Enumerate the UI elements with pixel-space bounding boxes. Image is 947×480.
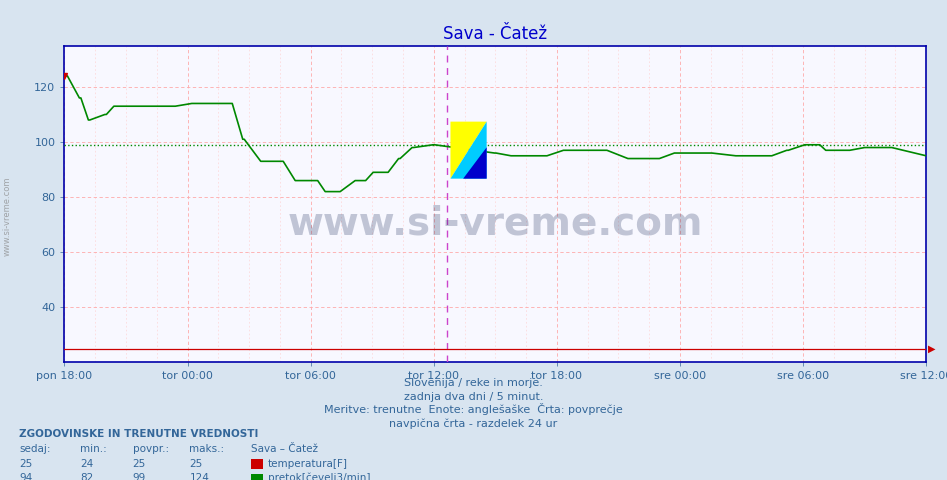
Text: temperatura[F]: temperatura[F]	[268, 458, 348, 468]
Text: www.si-vreme.com: www.si-vreme.com	[3, 176, 12, 256]
Text: povpr.:: povpr.:	[133, 444, 169, 454]
Text: 99: 99	[133, 473, 146, 480]
Text: Meritve: trenutne  Enote: anglešaške  Črta: povprečje: Meritve: trenutne Enote: anglešaške Črta…	[324, 403, 623, 415]
Text: maks.:: maks.:	[189, 444, 224, 454]
Polygon shape	[451, 121, 487, 179]
Text: zadnja dva dni / 5 minut.: zadnja dva dni / 5 minut.	[403, 392, 544, 402]
Text: pretok[čevelj3/min]: pretok[čevelj3/min]	[268, 472, 370, 480]
Text: Sava – Čatež: Sava – Čatež	[251, 444, 318, 454]
Text: ZGODOVINSKE IN TRENUTNE VREDNOSTI: ZGODOVINSKE IN TRENUTNE VREDNOSTI	[19, 429, 259, 439]
Title: Sava - Čatež: Sava - Čatež	[443, 24, 547, 43]
Text: www.si-vreme.com: www.si-vreme.com	[288, 204, 703, 242]
Polygon shape	[463, 147, 487, 179]
Text: 94: 94	[19, 473, 32, 480]
Text: sedaj:: sedaj:	[19, 444, 50, 454]
Text: navpična črta - razdelek 24 ur: navpična črta - razdelek 24 ur	[389, 418, 558, 429]
Text: 25: 25	[19, 458, 32, 468]
Text: ▶: ▶	[928, 344, 936, 354]
Text: min.:: min.:	[80, 444, 107, 454]
Text: 82: 82	[80, 473, 94, 480]
Text: Slovenija / reke in morje.: Slovenija / reke in morje.	[404, 378, 543, 388]
Text: 25: 25	[189, 458, 203, 468]
Text: 25: 25	[133, 458, 146, 468]
Text: 124: 124	[189, 473, 209, 480]
Text: 24: 24	[80, 458, 94, 468]
Polygon shape	[451, 121, 487, 179]
